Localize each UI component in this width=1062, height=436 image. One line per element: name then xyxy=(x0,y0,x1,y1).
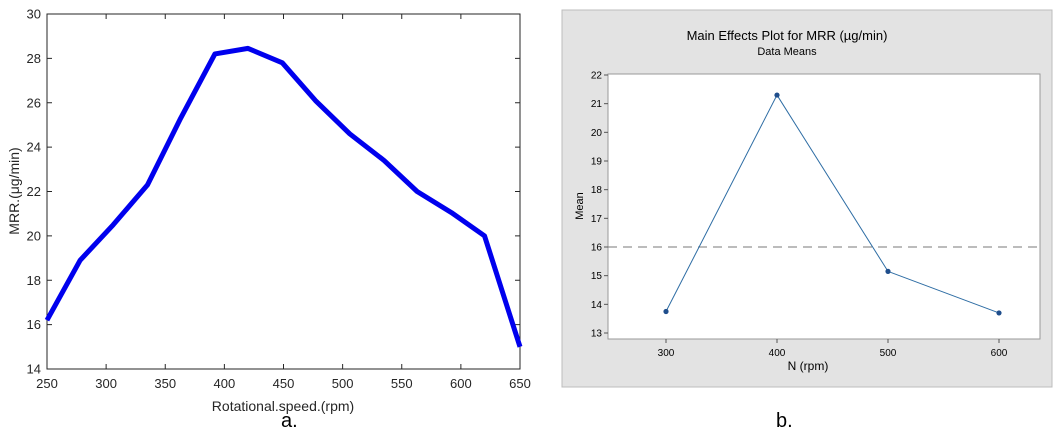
chart-a-y-tick-label: 30 xyxy=(27,7,41,22)
chart-a-x-tick-label: 650 xyxy=(509,376,531,391)
chart-b-data-point xyxy=(996,310,1002,316)
chart-b-x-tick-label: 400 xyxy=(769,348,786,359)
chart-b-y-tick-label: 20 xyxy=(591,128,603,139)
chart-b-y-tick-label: 13 xyxy=(591,329,603,340)
chart-b-y-tick-label: 16 xyxy=(591,243,603,254)
chart-a-x-tick-label: 350 xyxy=(154,376,176,391)
chart-a-mrr-vs-rotational-speed: 250 300 350 400 450 500 550 600 650 14 16 18 20 22 24… xyxy=(6,7,531,415)
chart-a-y-tick-label: 28 xyxy=(27,51,41,66)
caption-b: b. xyxy=(776,410,793,432)
chart-b-y-tick-label: 22 xyxy=(591,71,603,82)
chart-b-data-point xyxy=(885,268,891,274)
chart-a-x-tick-label: 300 xyxy=(95,376,117,391)
chart-a-y-tick-label: 22 xyxy=(27,184,41,199)
chart-a-x-axis-label: Rotational.speed.(rpm) xyxy=(212,398,354,414)
chart-b-y-tick-label: 14 xyxy=(591,300,603,311)
chart-a-x-tick-label: 400 xyxy=(214,376,236,391)
chart-b-y-tick-label: 17 xyxy=(591,214,603,225)
chart-b-plot-area xyxy=(607,73,1041,340)
chart-a-y-tick-label: 16 xyxy=(27,317,41,332)
caption-a: a. xyxy=(281,410,298,432)
chart-b-y-tick-label: 21 xyxy=(591,99,603,110)
chart-b-x-tick-label: 300 xyxy=(658,348,675,359)
chart-a-y-tick-label: 26 xyxy=(27,95,41,110)
chart-a-x-tick-label: 250 xyxy=(36,376,58,391)
chart-a-x-tick-label: 500 xyxy=(332,376,354,391)
chart-b-y-axis-label: Mean xyxy=(574,192,586,220)
chart-b-y-tick-label: 15 xyxy=(591,271,603,282)
chart-b-x-tick-label: 600 xyxy=(991,348,1008,359)
chart-a-y-tick-label: 14 xyxy=(27,362,41,377)
chart-a-x-tick-label: 450 xyxy=(273,376,295,391)
chart-a-x-tick-label: 600 xyxy=(450,376,472,391)
chart-a-series-line xyxy=(44,45,523,348)
chart-a-plot-area xyxy=(46,13,521,370)
chart-b-data-point xyxy=(774,92,780,98)
chart-b-y-tick-label: 18 xyxy=(591,185,603,196)
chart-b-title: Main Effects Plot for MRR (µg/min) xyxy=(687,28,888,43)
chart-a-x-tick-label: 550 xyxy=(391,376,413,391)
chart-b-subtitle: Data Means xyxy=(757,46,817,58)
chart-a-y-tick-label: 18 xyxy=(27,273,41,288)
chart-a-y-axis-label: MRR.(μg/min) xyxy=(6,147,22,234)
chart-b-x-tick-label: 500 xyxy=(880,348,897,359)
chart-a-y-tick-label: 20 xyxy=(27,228,41,243)
chart-b-x-axis-label: N (rpm) xyxy=(788,359,829,373)
chart-b-y-tick-label: 19 xyxy=(591,157,603,168)
chart-b-series-line xyxy=(665,94,1000,314)
chart-b-data-point xyxy=(663,308,669,315)
chart-a-y-tick-label: 24 xyxy=(27,140,41,155)
chart-b-main-effects-plot: Main Effects Plot for MRR (µg/min) Data … xyxy=(561,9,1053,388)
